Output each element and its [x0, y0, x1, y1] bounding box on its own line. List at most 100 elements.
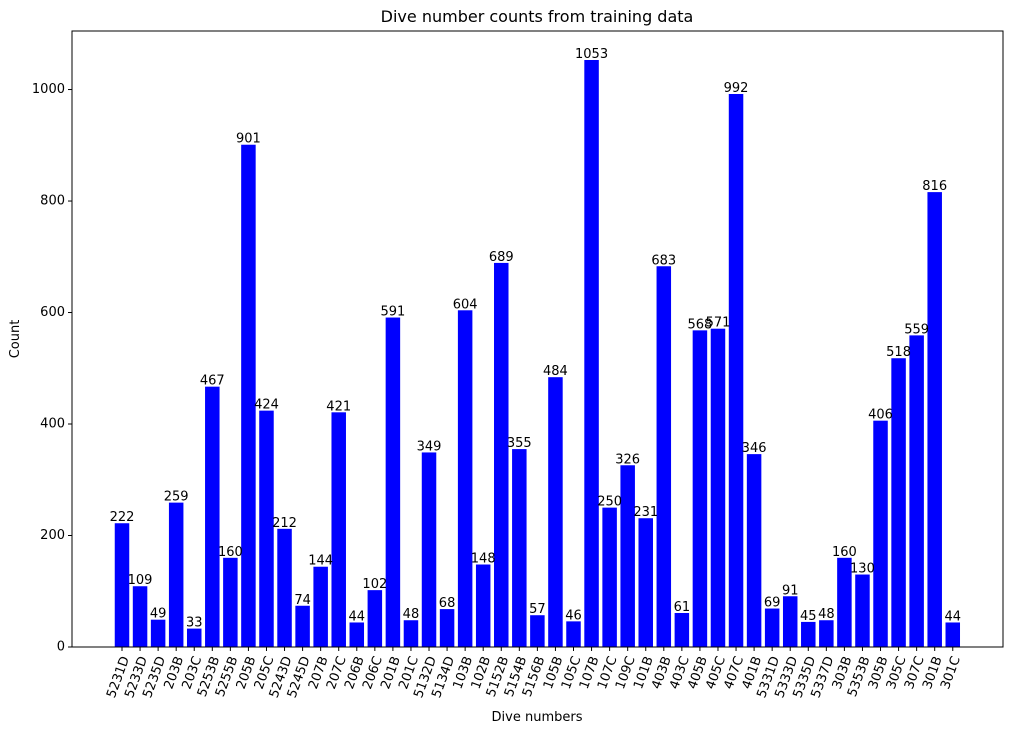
- bar-205C: [259, 410, 274, 647]
- bar-5333D: [782, 596, 798, 647]
- data-label-207B: 144: [308, 554, 333, 569]
- bar-5231D: [114, 523, 130, 647]
- data-label-107C: 250: [597, 495, 622, 510]
- data-label-303B: 160: [832, 545, 857, 560]
- bar-206B: [349, 622, 365, 647]
- bar-107C: [602, 507, 617, 647]
- data-label-5231D: 222: [110, 510, 135, 525]
- bar-109C: [620, 465, 635, 647]
- bar-5255B: [223, 557, 238, 647]
- bar-5156B: [530, 615, 545, 647]
- y-tick-label-200: 200: [40, 528, 65, 543]
- data-label-5156B: 57: [529, 602, 546, 617]
- data-label-206B: 44: [349, 609, 366, 624]
- data-label-5243D: 212: [272, 516, 297, 531]
- bar-5245D: [295, 605, 310, 647]
- data-label-401B: 346: [742, 441, 767, 456]
- bar-207B: [313, 566, 328, 647]
- y-axis-title: Count: [8, 320, 23, 359]
- data-label-5245D: 74: [294, 593, 311, 608]
- data-label-201C: 48: [403, 607, 420, 622]
- data-label-206C: 102: [362, 577, 387, 592]
- data-label-109C: 326: [615, 452, 640, 467]
- data-label-102B: 148: [471, 552, 496, 567]
- data-label-305B: 406: [868, 408, 893, 423]
- bars-layer: [114, 59, 961, 648]
- data-label-403B: 683: [651, 253, 676, 268]
- y-tick-label-400: 400: [40, 417, 65, 432]
- bar-103B: [457, 310, 473, 647]
- data-label-301C: 44: [944, 609, 961, 624]
- bar-301C: [945, 622, 961, 647]
- y-tick-label-0: 0: [57, 640, 65, 655]
- bar-5154B: [512, 449, 527, 647]
- bar-105C: [566, 621, 581, 647]
- data-labels-layer: 222 109 49 259 33 467 160 901 424 212 74 144 421 44 10…: [110, 47, 961, 631]
- bar-207C: [331, 412, 346, 647]
- y-tick-label-800: 800: [40, 194, 65, 209]
- data-label-5152B: 689: [489, 250, 514, 265]
- data-label-407C: 992: [724, 81, 749, 96]
- data-label-5235D: 49: [150, 607, 167, 622]
- data-label-5333D: 91: [782, 583, 799, 598]
- data-label-203B: 259: [164, 490, 189, 505]
- data-label-105B: 484: [543, 364, 568, 379]
- bar-5337D: [819, 620, 834, 647]
- bar-303B: [837, 557, 852, 647]
- bar-101B: [638, 518, 653, 647]
- data-label-5134D: 68: [439, 596, 456, 611]
- y-axis: 0 200 400 600 800 1000: [32, 82, 72, 655]
- data-label-403C: 61: [674, 600, 691, 615]
- bar-305B: [873, 420, 888, 647]
- data-label-5353B: 130: [850, 562, 875, 577]
- bar-407C: [728, 93, 744, 648]
- bar-203B: [168, 502, 184, 647]
- bar-5243D: [277, 528, 292, 647]
- bar-5233D: [132, 586, 148, 647]
- y-tick-label-1000: 1000: [32, 82, 65, 97]
- data-label-207C: 421: [326, 399, 351, 414]
- bar-405C: [710, 328, 726, 647]
- bar-205B: [241, 144, 256, 647]
- data-label-5335D: 45: [800, 609, 817, 624]
- bar-102B: [475, 564, 491, 647]
- data-label-5233D: 109: [128, 573, 153, 588]
- bar-203C: [186, 628, 202, 647]
- data-label-301B: 816: [922, 179, 947, 194]
- bar-5253B: [205, 386, 220, 647]
- bar-5235D: [150, 619, 166, 647]
- data-label-205B: 901: [236, 132, 261, 147]
- data-label-201B: 591: [380, 305, 405, 320]
- data-label-5253B: 467: [200, 374, 225, 389]
- bar-401B: [746, 454, 762, 647]
- bar-201C: [403, 620, 419, 647]
- data-label-5132D: 349: [417, 439, 442, 454]
- bar-206C: [367, 590, 383, 647]
- data-label-103B: 604: [453, 297, 478, 312]
- data-label-105C: 46: [565, 608, 582, 623]
- bar-5353B: [855, 574, 870, 647]
- data-label-307C: 559: [904, 322, 929, 337]
- bar-5331D: [764, 608, 780, 647]
- bar-403B: [656, 266, 672, 647]
- data-label-5337D: 48: [818, 607, 835, 622]
- data-label-205C: 424: [254, 398, 279, 413]
- x-axis-title: Dive numbers: [492, 710, 583, 725]
- x-axis: 5231D5233D5235D203B203C5253B5255B205B205…: [104, 647, 964, 700]
- bar-5335D: [801, 621, 816, 647]
- bar-403C: [674, 612, 690, 647]
- bar-305C: [891, 358, 906, 647]
- data-label-5154B: 355: [507, 436, 532, 451]
- data-label-5255B: 160: [218, 545, 243, 560]
- bar-5152B: [494, 262, 509, 647]
- bar-105B: [548, 377, 563, 647]
- y-tick-label-600: 600: [40, 305, 65, 320]
- bar-5134D: [439, 609, 455, 647]
- bar-5132D: [421, 452, 437, 647]
- data-label-101B: 231: [633, 505, 658, 520]
- bar-405B: [692, 330, 708, 647]
- data-label-203C: 33: [186, 616, 203, 631]
- bar-307C: [909, 335, 924, 647]
- chart-title: Dive number counts from training data: [381, 7, 694, 26]
- data-label-405B: 568: [688, 317, 713, 332]
